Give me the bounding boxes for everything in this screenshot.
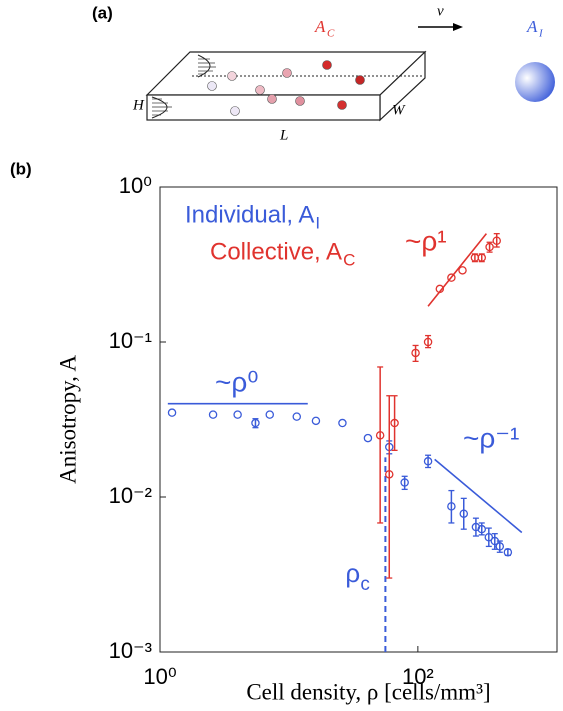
dim-label: W [392, 102, 406, 118]
individual-label: A [526, 17, 538, 36]
dim-label: L [279, 127, 288, 143]
panel-label: (a) [92, 3, 113, 22]
collective-sub: C [327, 28, 335, 40]
y-tick-label: 10⁻¹ [109, 328, 152, 353]
sphere [515, 62, 555, 102]
legend-entry-sub: I [315, 213, 320, 232]
data-point [293, 413, 300, 420]
data-point [459, 267, 466, 274]
scaling-label: ~ρ¹ [405, 225, 447, 256]
x-axis-label: Cell density, ρ [cells/mm³] [246, 679, 490, 704]
legend-entry: Collective, A [210, 238, 342, 265]
panel-label: (b) [10, 159, 32, 178]
scaling-guide [435, 459, 522, 532]
critical-sub: c [360, 574, 370, 595]
data-point [364, 434, 371, 441]
data-point [168, 409, 175, 416]
legend-entry-sub: C [343, 250, 355, 269]
scaling-label: ~ρ⁰ [215, 366, 259, 397]
y-tick-label: 10⁰ [119, 173, 152, 198]
velocity-label: v [437, 3, 444, 19]
collective-label: A [314, 17, 326, 36]
y-tick-label: 10⁻³ [109, 638, 152, 663]
scaling-label: ~ρ⁻¹ [463, 422, 519, 453]
velocity-arrowhead [453, 23, 463, 31]
critical-label: ρ [345, 558, 360, 588]
y-tick-label: 10⁻² [109, 483, 152, 508]
data-point [339, 419, 346, 426]
data-point [266, 411, 273, 418]
dim-label: H [132, 97, 145, 113]
figure: (a) H W L A C A I v (b)10⁰10²10⁻³10⁻²10⁻… [0, 0, 563, 711]
x-tick-label: 10⁰ [143, 664, 176, 689]
data-point [234, 411, 241, 418]
legend-entry: Individual, A [185, 201, 314, 228]
y-axis-label: Anisotropy, A [55, 355, 80, 484]
channel-diagram: (a) H W L A C A I v [92, 3, 555, 143]
individual-sub: I [538, 28, 544, 40]
data-point [312, 417, 319, 424]
data-point [209, 411, 216, 418]
